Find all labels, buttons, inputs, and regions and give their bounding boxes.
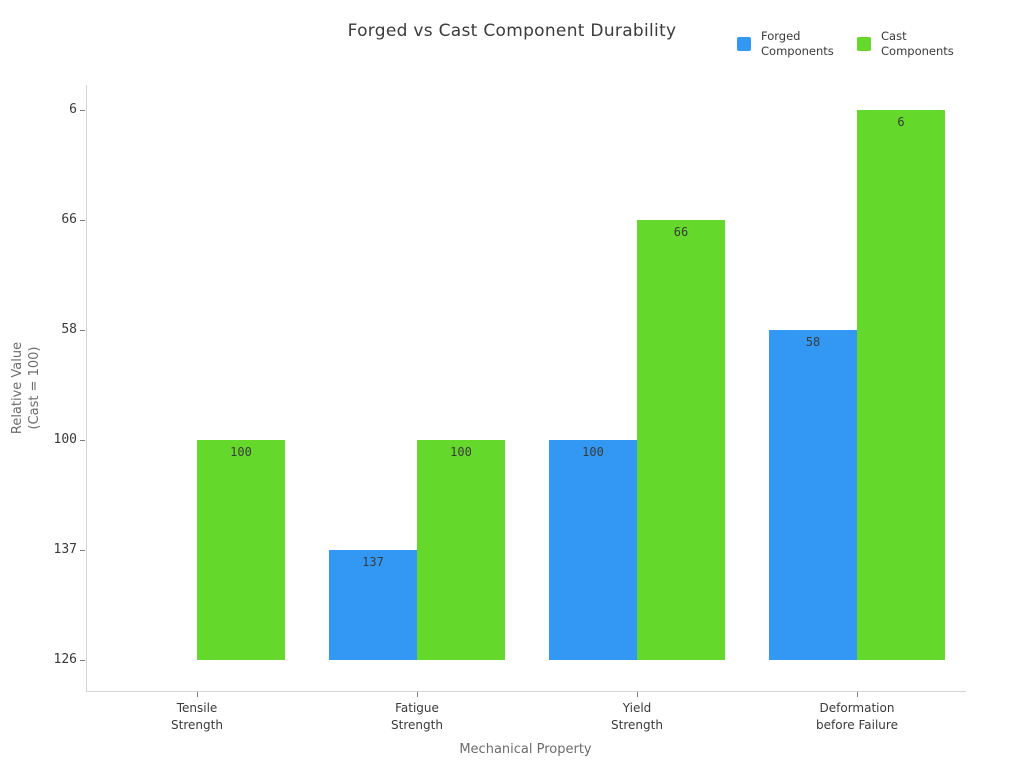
legend-swatch-icon: [737, 37, 751, 51]
bar-value-label: 100: [450, 445, 472, 459]
chart-title: Forged vs Cast Component Durability: [347, 21, 677, 41]
bar-cast-components-1: [197, 440, 285, 660]
x-tick-mark: [637, 692, 638, 697]
x-tick-label: Tensile Strength: [171, 701, 223, 732]
y-tick-label: 6: [69, 102, 77, 117]
legend-label: Forged Components: [761, 29, 834, 58]
legend-item-cast-components: Cast Components: [857, 29, 954, 59]
y-tick-mark: [80, 330, 85, 331]
y-tick-label: 66: [61, 212, 77, 227]
y-axis-title: Relative Value (Cast = 100): [10, 341, 42, 435]
y-tick-label: 137: [53, 542, 77, 557]
bar-value-label: 137: [362, 555, 384, 569]
legend-item-forged-components: Forged Components: [737, 29, 834, 59]
x-tick-label: Fatigue Strength: [391, 701, 443, 732]
bar-cast-components-3: [637, 220, 725, 660]
x-tick-label: Yield Strength: [611, 701, 663, 732]
legend-swatch-icon: [857, 37, 871, 51]
y-tick-mark: [80, 110, 85, 111]
y-tick-mark: [80, 220, 85, 221]
y-axis-spine: [86, 85, 87, 692]
bar-value-label: 100: [230, 445, 252, 459]
bar-value-label: 6: [897, 115, 905, 129]
y-tick-mark: [80, 660, 85, 661]
plot-area: 100 137 100 100 66 58 6: [86, 85, 966, 692]
x-axis-title: Mechanical Property: [459, 742, 592, 757]
bar-value-label: 58: [805, 335, 821, 349]
x-tick-mark: [197, 692, 198, 697]
bar-cast-components-4: [857, 110, 945, 660]
bar-cast-components-2: [417, 440, 505, 660]
x-tick-mark: [417, 692, 418, 697]
legend-label: Cast Components: [881, 29, 954, 58]
bar-value-label: 66: [673, 225, 689, 239]
bar-forged-components-3: [549, 440, 637, 660]
bar-forged-components-2: [329, 550, 417, 660]
y-tick-label: 126: [53, 652, 77, 667]
x-tick-mark: [857, 692, 858, 697]
bar-forged-components-4: [769, 330, 857, 660]
bar-value-label: 100: [582, 445, 604, 459]
x-tick-label: Deformation before Failure: [816, 701, 898, 732]
y-tick-mark: [80, 440, 85, 441]
x-axis-spine: [86, 691, 966, 692]
y-tick-mark: [80, 550, 85, 551]
y-tick-label: 58: [61, 322, 77, 337]
y-tick-label: 100: [53, 432, 77, 447]
